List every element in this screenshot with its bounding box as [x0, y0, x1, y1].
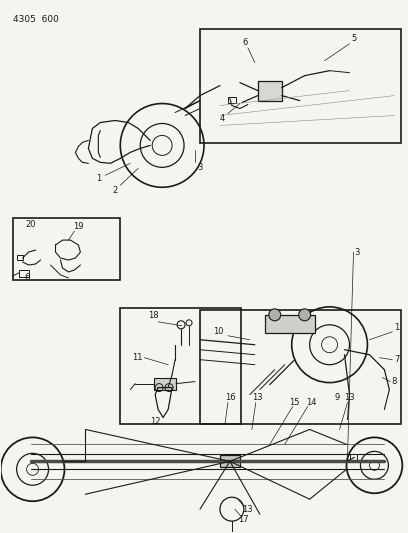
- Bar: [120, 308, 241, 424]
- Text: 18: 18: [148, 311, 158, 320]
- Text: 3: 3: [355, 247, 360, 256]
- Text: 7: 7: [395, 355, 400, 364]
- Bar: [154, 377, 176, 390]
- Text: 4: 4: [220, 114, 224, 123]
- Bar: [13, 218, 120, 280]
- Text: 20: 20: [25, 220, 36, 229]
- Bar: [228, 96, 236, 102]
- Text: 1: 1: [96, 174, 101, 183]
- Text: 5: 5: [352, 34, 357, 43]
- Text: 11: 11: [132, 353, 142, 362]
- Text: 12: 12: [150, 417, 160, 426]
- Text: 9: 9: [335, 393, 340, 402]
- Circle shape: [269, 309, 281, 321]
- Text: 1: 1: [394, 324, 399, 332]
- Text: 15: 15: [289, 398, 300, 407]
- Text: 19: 19: [73, 222, 84, 231]
- Text: 2: 2: [113, 186, 118, 195]
- Text: 13: 13: [253, 393, 263, 402]
- Text: 17: 17: [239, 515, 249, 523]
- Text: 4305  600: 4305 600: [13, 15, 58, 24]
- Text: 8: 8: [392, 377, 397, 386]
- Bar: [200, 310, 401, 424]
- Text: 6: 6: [24, 273, 30, 282]
- Bar: [200, 29, 401, 143]
- Bar: [220, 455, 240, 467]
- Text: 16: 16: [224, 393, 235, 402]
- Bar: [265, 315, 315, 333]
- Bar: [350, 454, 357, 461]
- Text: 6: 6: [242, 38, 248, 47]
- Bar: [19, 270, 29, 277]
- Text: 10: 10: [213, 327, 223, 336]
- Text: 14: 14: [306, 398, 317, 407]
- Bar: [258, 80, 282, 101]
- Bar: [17, 255, 22, 260]
- Text: 13: 13: [242, 505, 253, 514]
- Circle shape: [299, 309, 310, 321]
- Text: 3: 3: [197, 163, 203, 172]
- Text: 13: 13: [344, 393, 355, 402]
